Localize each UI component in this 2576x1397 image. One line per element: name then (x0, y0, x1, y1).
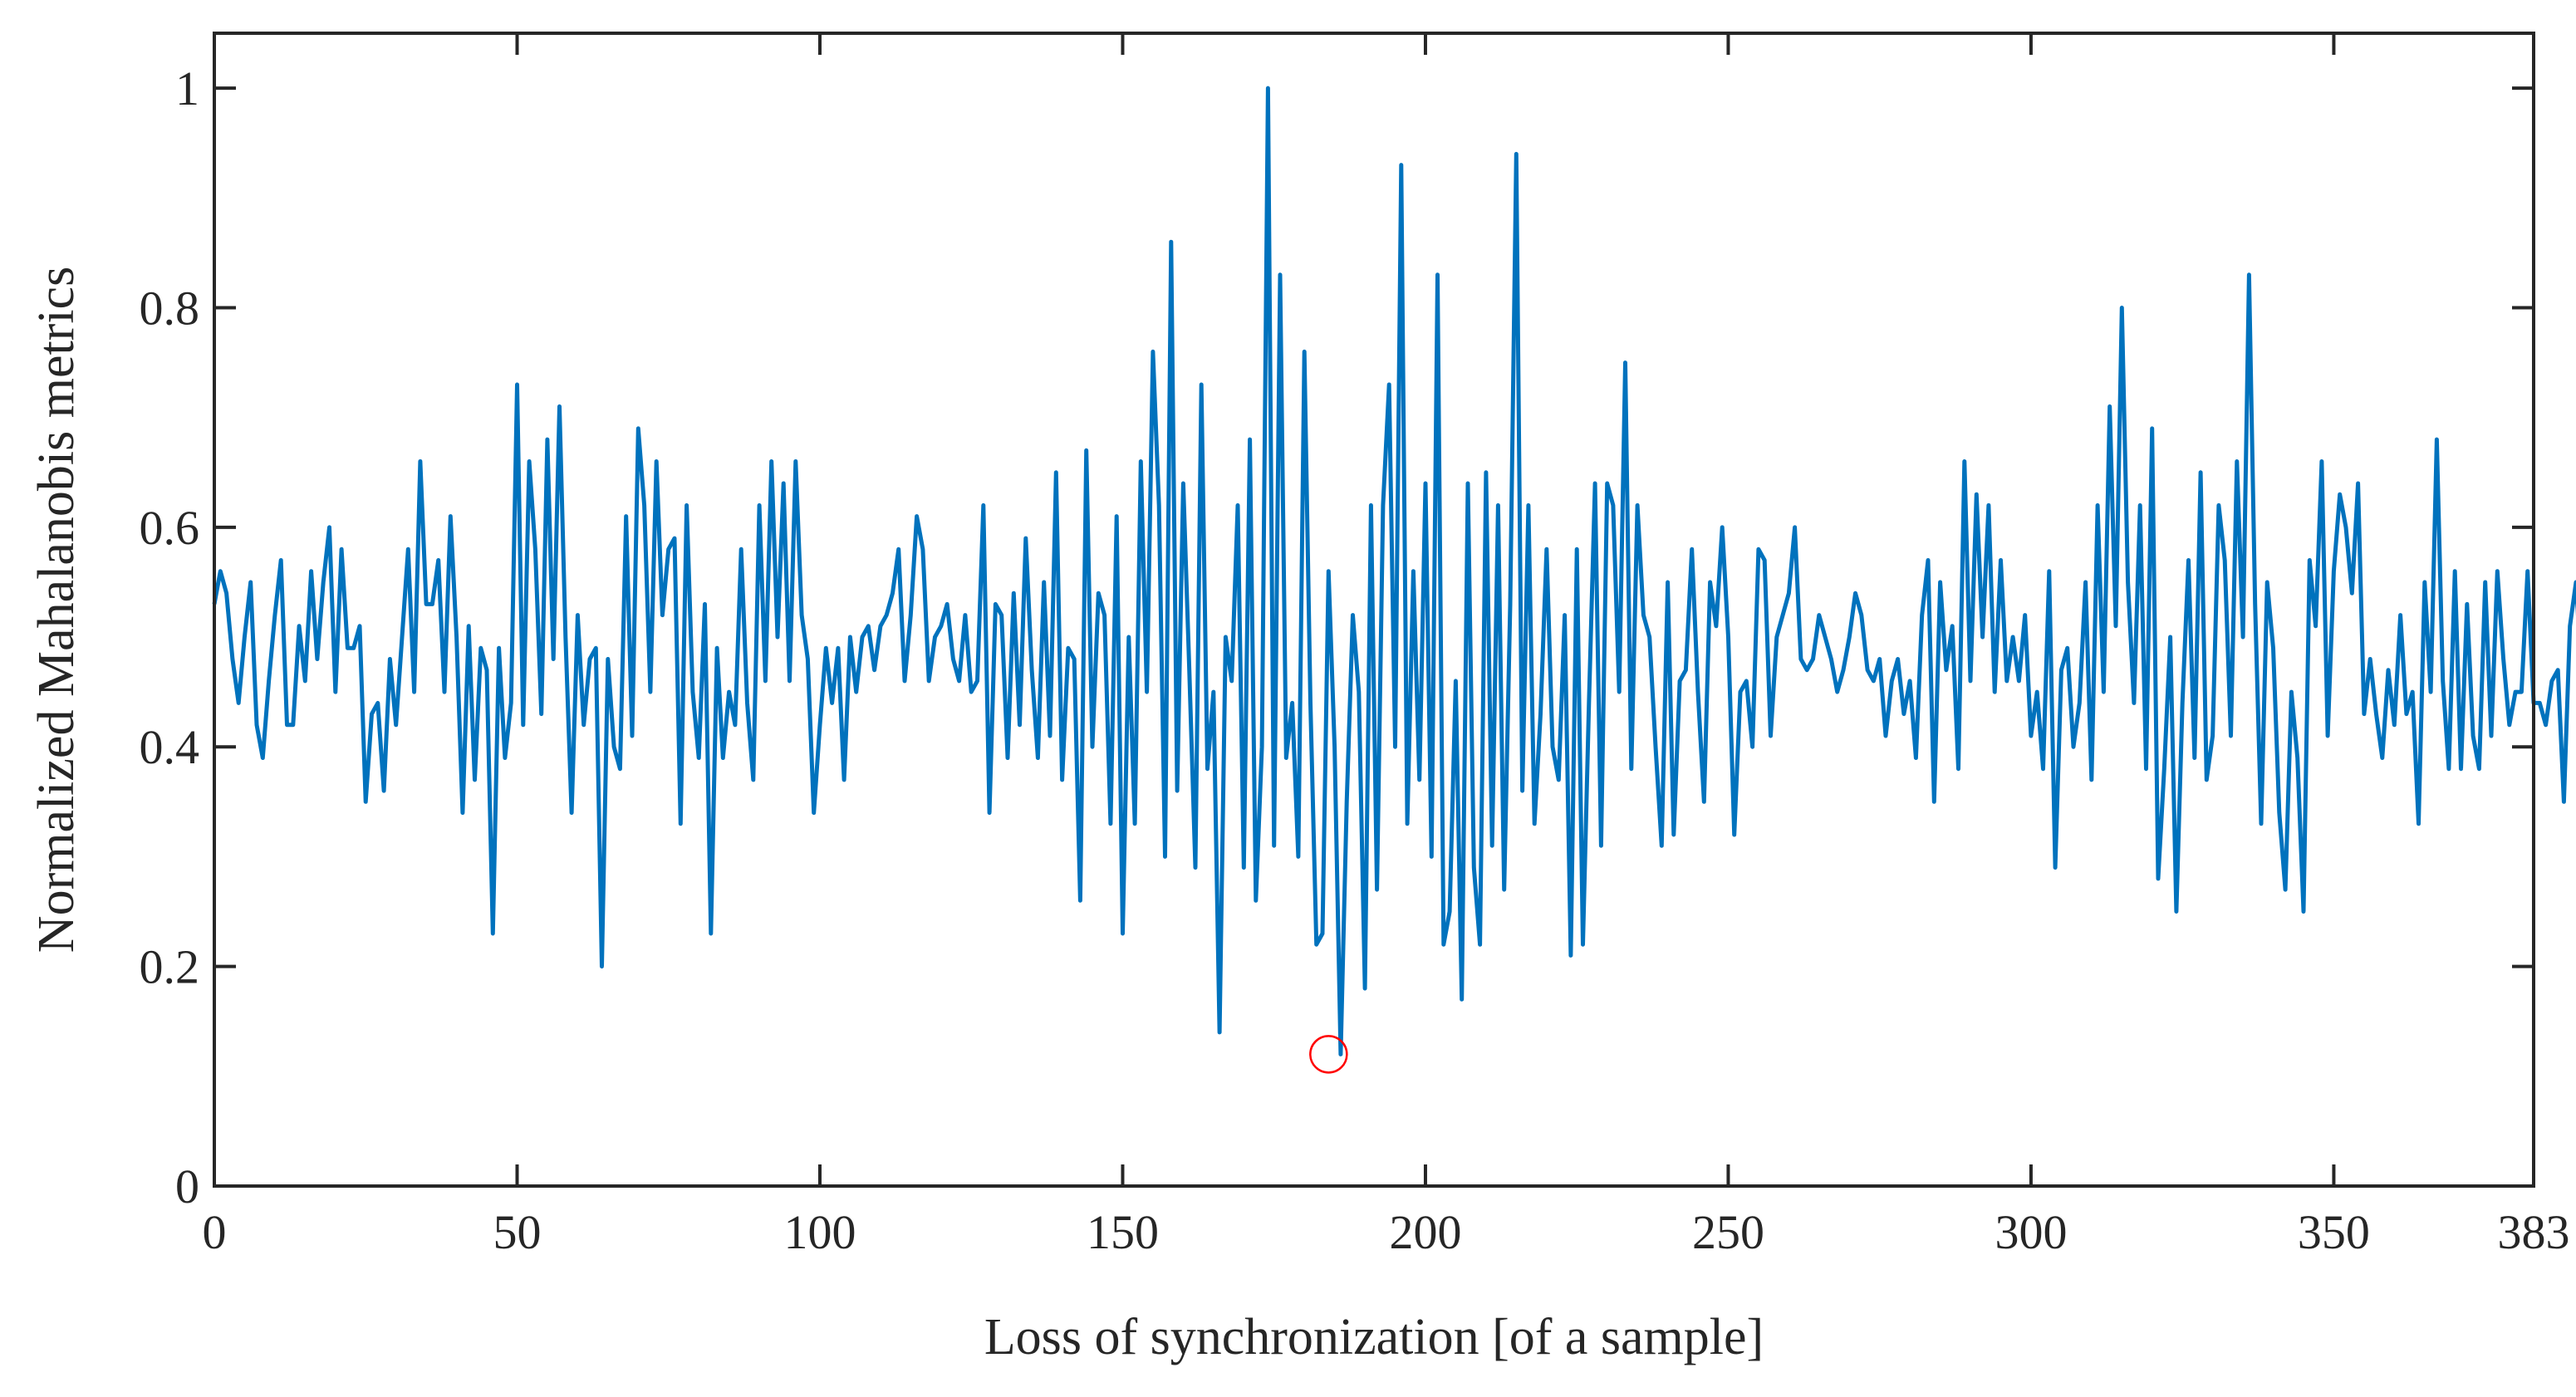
x-tick-label: 0 (203, 1205, 227, 1259)
x-tick-label: 300 (1995, 1205, 2067, 1259)
minimum-marker (1309, 1035, 1348, 1074)
y-tick-label: 0.6 (140, 501, 200, 555)
series-line-metric (212, 86, 2576, 1056)
x-tick-label: 250 (1692, 1205, 1764, 1259)
x-tick-label: 200 (1389, 1205, 1461, 1259)
x-tick-label: 350 (2298, 1205, 2370, 1259)
x-axis: 0 50 100 150 200 250 300 350 383 (203, 33, 2570, 1259)
y-axis: 0 0.2 0.4 0.6 0.8 1 (140, 61, 2534, 1213)
y-tick-label: 0.8 (140, 281, 200, 335)
x-tick-label: 50 (493, 1205, 541, 1259)
y-tick-label: 1 (175, 61, 199, 115)
annotation-layer (1309, 1035, 1348, 1074)
y-tick-label: 0 (175, 1159, 199, 1213)
x-tick-label: 383 (2498, 1205, 2570, 1259)
plot-frame (213, 32, 2535, 1188)
x-axis-title: Loss of synchronization [of a sample] (984, 1309, 1764, 1365)
x-tick-label: 150 (1087, 1205, 1159, 1259)
y-tick-label: 0.2 (140, 940, 200, 994)
y-axis-title: Normalized Mahalanobis metrics (28, 267, 85, 953)
plot-area (212, 86, 2576, 1056)
y-tick-label: 0.4 (140, 720, 200, 774)
x-tick-label: 100 (783, 1205, 856, 1259)
